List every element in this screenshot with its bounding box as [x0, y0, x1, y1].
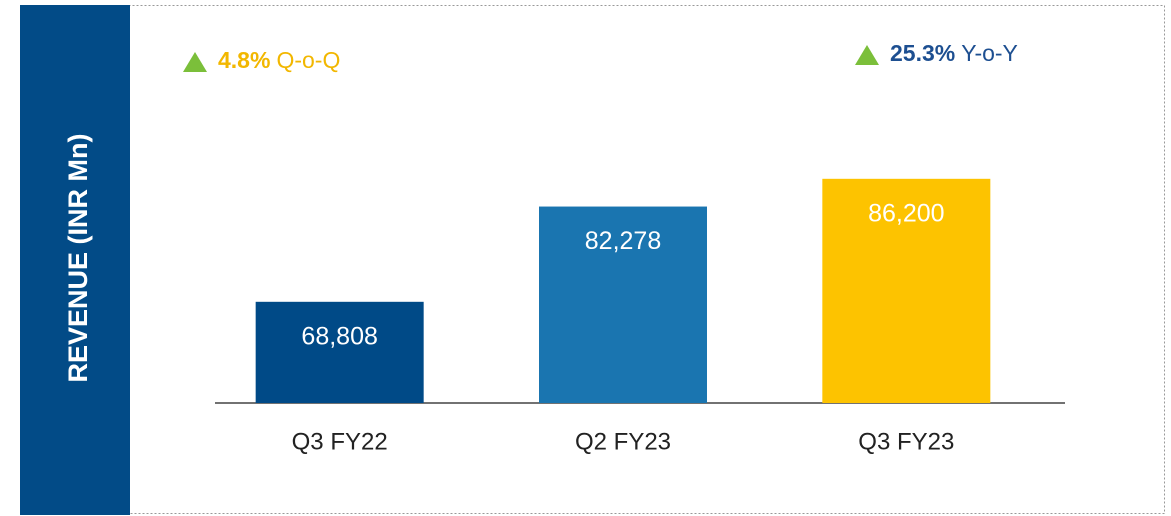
x-tick-label: Q2 FY23 [575, 428, 671, 455]
value-label: 86,200 [868, 199, 944, 227]
bar [255, 301, 424, 403]
up-arrow [855, 45, 879, 65]
annotation: 4.8% Q-o-Q [218, 47, 340, 73]
value-label: 82,278 [585, 227, 661, 255]
annotation-value: 4.8% [218, 47, 270, 73]
bar [822, 178, 991, 403]
annotation-text: Y-o-Y [961, 40, 1018, 66]
annotation: 25.3% Y-o-Y [890, 40, 1018, 66]
value-label: 68,808 [301, 322, 377, 350]
up-arrow [183, 52, 207, 72]
annotation-value: 25.3% [890, 40, 955, 66]
annotation-text: Q-o-Q [276, 47, 340, 73]
bar [539, 206, 707, 403]
label-panel [20, 5, 130, 515]
y-axis-label: REVENUE (INR Mn) [63, 134, 93, 383]
x-tick-label: Q3 FY23 [858, 428, 954, 455]
x-tick-label: Q3 FY22 [292, 428, 388, 455]
